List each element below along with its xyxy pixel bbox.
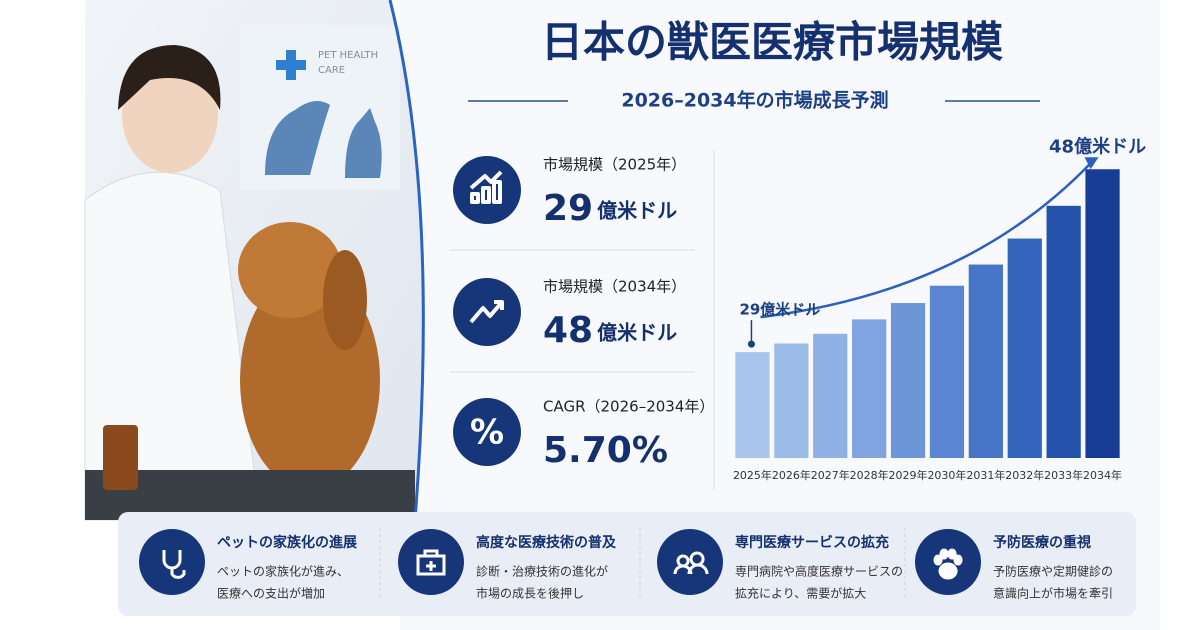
bar — [735, 352, 770, 458]
stat-label: 市場規模（2034年） — [543, 278, 686, 296]
value-label: 29億米ドル — [739, 301, 820, 319]
photo-edge — [388, 0, 425, 521]
bar — [852, 319, 887, 458]
feature-title: 予防医療の重視 — [993, 534, 1091, 551]
feature-icon-glyph — [933, 548, 963, 580]
sign-text: CARE — [318, 65, 345, 76]
feature-desc: 医療への支出が増加 — [217, 586, 325, 601]
trend-arrowhead — [1084, 157, 1099, 170]
stat-icon — [453, 398, 521, 466]
stat-icon-glyph: % — [470, 413, 504, 453]
feature-desc: 意識向上が市場を牽引 — [993, 586, 1113, 601]
feature-icon-glyph — [416, 549, 446, 576]
x-tick-label: 2028年 — [850, 468, 889, 482]
feature-icon — [657, 529, 723, 595]
title: 日本の獣医医療市場規模 — [541, 18, 1003, 67]
x-tick-label: 2034年 — [1083, 468, 1122, 482]
dog-head — [238, 222, 342, 318]
stat-value: 48 — [543, 310, 593, 351]
stat-label: CAGR（2026–2034年） — [543, 398, 714, 416]
stat-unit: 億米ドル — [597, 199, 677, 223]
feature-icon — [915, 529, 981, 595]
stat-icon-glyph — [469, 170, 503, 204]
bottle — [103, 425, 138, 490]
feature-desc: 市場の成長を後押し — [476, 586, 584, 601]
feature-desc: ペットの家族化が進み、 — [217, 564, 349, 579]
trend-arrow — [760, 160, 1094, 319]
feature-title: 専門医療サービスの拡充 — [735, 534, 889, 551]
feature-icon-glyph — [162, 550, 186, 579]
bar — [929, 285, 965, 458]
sign-text: PET HEALTH — [318, 50, 378, 61]
x-tick-label: 2031年 — [966, 468, 1005, 482]
vet-hair — [118, 45, 221, 110]
feature-icon — [139, 529, 205, 595]
dog-ear — [323, 250, 367, 350]
bar — [1007, 238, 1042, 458]
feature-title: 高度な医療技術の普及 — [476, 534, 617, 551]
feature-title: ペットの家族化の進展 — [217, 534, 357, 551]
feature-desc: 拡充により、需要が拡大 — [735, 586, 866, 601]
x-tick-label: 2026年 — [772, 468, 811, 482]
cross-icon — [276, 50, 306, 80]
stat-value: 29 — [543, 188, 593, 229]
feature-desc: 専門病院や高度医療サービスの — [735, 564, 903, 579]
table — [85, 470, 415, 520]
x-tick-label: 2027年 — [811, 468, 850, 482]
bar — [1046, 205, 1081, 458]
photo — [84, 0, 424, 521]
pet-silhouette — [265, 101, 382, 178]
stat-icon-glyph — [469, 300, 504, 324]
x-tick-label: 2029年 — [889, 468, 928, 482]
bar — [1085, 169, 1120, 458]
x-tick-label: 2033年 — [1044, 468, 1083, 482]
feature-desc: 診断・治療技術の進化が — [476, 564, 608, 579]
feature-desc: 予防医療や定期健診の — [993, 564, 1113, 579]
bar — [890, 303, 926, 458]
stat-value: 5.70% — [543, 430, 668, 471]
value-label: 48億米ドル — [1049, 135, 1146, 157]
x-tick-label: 2025年 — [733, 468, 772, 482]
bar — [968, 264, 1003, 458]
value-label-dot — [747, 340, 755, 348]
feature-panel — [118, 512, 1136, 616]
bar — [774, 343, 809, 458]
bar — [813, 333, 848, 458]
stat-unit: 億米ドル — [597, 321, 677, 345]
stat-label: 市場規模（2025年） — [543, 156, 686, 174]
subtitle: 2026–2034年の市場成長予測 — [621, 89, 888, 112]
vet-face — [122, 57, 218, 173]
feature-icon-glyph — [673, 551, 709, 575]
x-tick-label: 2032年 — [1005, 468, 1044, 482]
x-tick-label: 2030年 — [927, 468, 966, 482]
